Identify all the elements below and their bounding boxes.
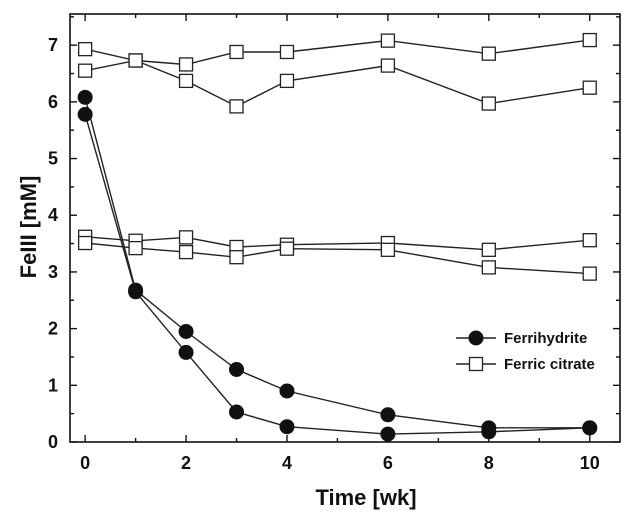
ferric-citrate-point xyxy=(481,96,496,111)
ferric-citrate-point xyxy=(77,41,93,57)
ferric-citrate-point xyxy=(481,46,496,61)
ferric-citrate-point xyxy=(582,32,597,48)
series-line xyxy=(84,39,590,66)
plot-frame xyxy=(69,13,621,443)
ferrihydrite-series-1 xyxy=(77,89,598,436)
ferrihydrite-series-2 xyxy=(77,106,598,442)
ferric-citrate-point xyxy=(229,99,244,114)
ferric-citrate-point xyxy=(279,44,295,60)
ferric-citrate-point xyxy=(178,244,194,260)
ferric-citrate-point xyxy=(380,58,396,73)
ferrihydrite-point xyxy=(380,407,396,423)
ferrihydrite-point xyxy=(582,420,598,436)
y-tick-label: 4 xyxy=(48,205,58,225)
ferric-citrate-point xyxy=(481,260,496,275)
y-tick-label: 1 xyxy=(48,375,58,395)
legend-entry: Ferrihydrite xyxy=(456,330,587,347)
ferrihydrite-point xyxy=(468,330,484,346)
ferric-citrate-point xyxy=(468,356,484,372)
y-axis-title: FeIII [mM] xyxy=(16,176,41,279)
ferric-citrate-point xyxy=(229,250,244,265)
legend-entry: Ferric citrate xyxy=(456,356,595,373)
x-tick-label: 4 xyxy=(282,453,292,473)
ferrihydrite-point xyxy=(178,323,194,339)
x-axis-title: Time [wk] xyxy=(315,485,416,510)
series-line xyxy=(85,236,590,251)
series-line xyxy=(84,59,590,108)
y-tick-label: 3 xyxy=(48,262,58,282)
legend-label: Ferric citrate xyxy=(504,356,595,373)
y-tick-label: 7 xyxy=(48,35,58,55)
series-line xyxy=(84,97,590,429)
ferric-citrate-point xyxy=(582,80,597,95)
legend: Ferrihydrite Ferric citrate xyxy=(456,330,595,373)
ferrihydrite-point xyxy=(77,106,93,122)
ferric-citrate-point xyxy=(229,44,244,60)
series-line xyxy=(84,114,590,435)
ferric-citrate-series-5 xyxy=(77,229,597,257)
ferrihydrite-point xyxy=(229,361,245,377)
legend-label: Ferrihydrite xyxy=(504,330,587,347)
y-tick-label: 6 xyxy=(48,92,58,112)
ferrihydrite-point xyxy=(178,344,194,360)
ferric-citrate-point xyxy=(128,53,143,68)
ferric-citrate-point xyxy=(279,73,295,89)
ferric-citrate-point xyxy=(582,233,597,248)
ferrihydrite-point xyxy=(380,426,396,442)
ferric-citrate-series-6 xyxy=(77,235,597,281)
ferrihydrite-point xyxy=(279,419,295,435)
x-tick-label: 0 xyxy=(80,453,90,473)
y-tick-label: 0 xyxy=(48,432,58,452)
ferric-citrate-point xyxy=(128,240,143,256)
ferric-citrate-point xyxy=(178,73,194,89)
ferric-citrate-series-4 xyxy=(77,53,597,114)
ferrihydrite-point xyxy=(229,404,245,420)
x-tick-label: 6 xyxy=(383,453,393,473)
y-tick-label: 5 xyxy=(48,149,58,169)
ferrihydrite-point xyxy=(77,89,93,105)
ferric-citrate-point xyxy=(582,266,597,281)
y-tick-label: 2 xyxy=(48,319,58,339)
x-tick-label: 2 xyxy=(181,453,191,473)
ferrihydrite-point xyxy=(481,424,497,440)
series-group xyxy=(77,32,598,442)
ferric-citrate-point xyxy=(380,33,396,48)
ferric-citrate-point xyxy=(380,242,396,257)
ferric-citrate-point xyxy=(178,57,194,72)
ferric-citrate-series-3 xyxy=(77,32,597,72)
plot-border xyxy=(69,13,621,443)
x-tick-label: 10 xyxy=(580,453,600,473)
ferric-citrate-point xyxy=(77,63,93,78)
x-tick-label: 8 xyxy=(484,453,494,473)
ferrihydrite-point xyxy=(128,284,144,300)
ferric-citrate-point xyxy=(178,230,194,245)
series-line xyxy=(85,242,590,275)
ferric-citrate-point xyxy=(481,242,496,257)
ferrihydrite-point xyxy=(279,383,295,399)
ferric-citrate-point xyxy=(77,235,93,251)
ferric-citrate-point xyxy=(279,241,295,256)
